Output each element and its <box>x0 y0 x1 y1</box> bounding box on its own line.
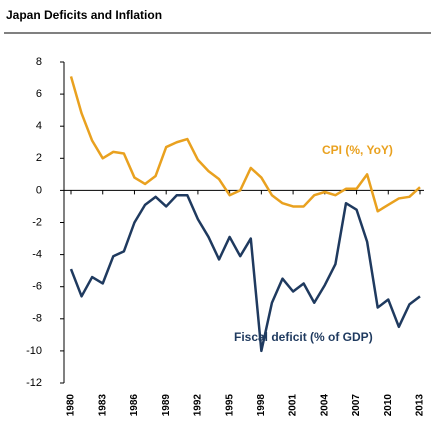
y-tick-label: -10 <box>26 345 42 357</box>
y-tick-label: -12 <box>26 377 42 389</box>
x-tick-label: 2007 <box>351 394 362 417</box>
y-tick-label: 8 <box>36 56 42 68</box>
legend-label: Fiscal deficit (% of GDP) <box>234 330 373 344</box>
chart-title: Japan Deficits and Inflation <box>6 8 162 22</box>
x-tick-label: 1998 <box>256 394 267 417</box>
x-tick-label: 2013 <box>415 394 426 417</box>
y-tick-label: 2 <box>36 152 42 164</box>
series-line <box>69 76 421 213</box>
x-tick-label: 2004 <box>319 394 330 417</box>
x-tick-label: 1986 <box>129 394 140 417</box>
y-tick-label: -4 <box>32 249 42 261</box>
x-tick-label: 1980 <box>66 394 77 417</box>
x-tick-label: 1983 <box>97 394 108 417</box>
series-line <box>69 193 421 353</box>
y-tick-label: -2 <box>32 216 42 228</box>
legend-label: CPI (%, YoY) <box>322 143 393 157</box>
y-tick-label: 6 <box>36 88 42 100</box>
x-tick-label: 1989 <box>161 394 172 417</box>
y-tick-label: 0 <box>36 184 42 196</box>
y-tick-label: -8 <box>32 313 42 325</box>
x-tick-label: 2001 <box>288 394 299 417</box>
y-tick-label: -6 <box>32 281 42 293</box>
y-tick-label: 4 <box>36 120 42 132</box>
x-tick-label: 1992 <box>193 394 204 417</box>
x-tick-label: 2010 <box>383 394 394 417</box>
x-tick-label: 1995 <box>224 394 235 417</box>
